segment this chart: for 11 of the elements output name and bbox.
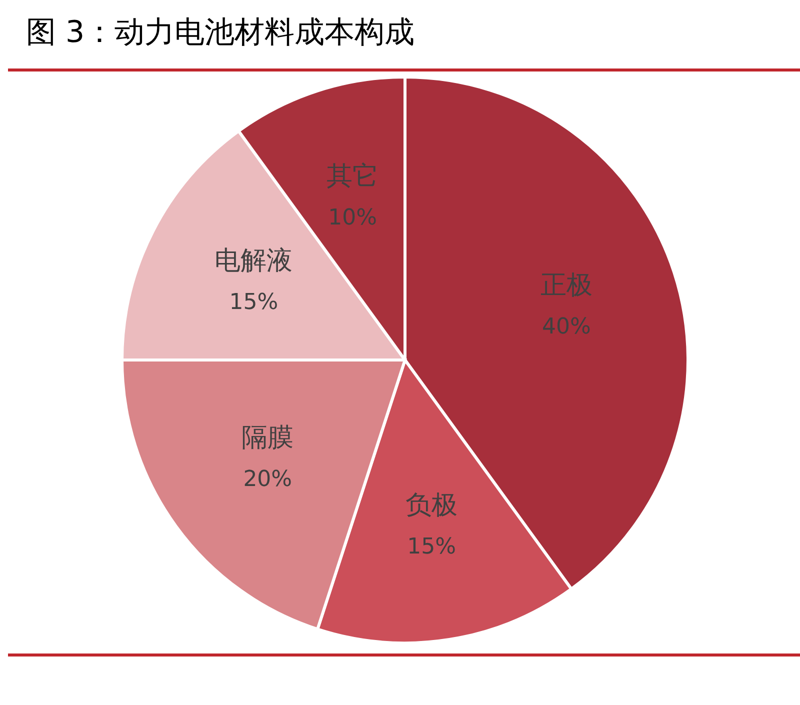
data-label: 15%	[229, 290, 278, 315]
slice-label: 正极	[540, 270, 592, 301]
data-label: 20%	[243, 466, 292, 492]
data-label: 10%	[328, 206, 377, 231]
data-label: 40%	[542, 314, 591, 340]
chart-title: 图 3：动力电池材料成本构成	[26, 15, 415, 50]
slice-label: 负极	[406, 490, 458, 521]
data-label: 15%	[407, 534, 456, 560]
slice-label: 其它	[326, 162, 379, 192]
slice-label: 电解液	[214, 246, 293, 276]
slice-label: 隔膜	[242, 422, 294, 453]
